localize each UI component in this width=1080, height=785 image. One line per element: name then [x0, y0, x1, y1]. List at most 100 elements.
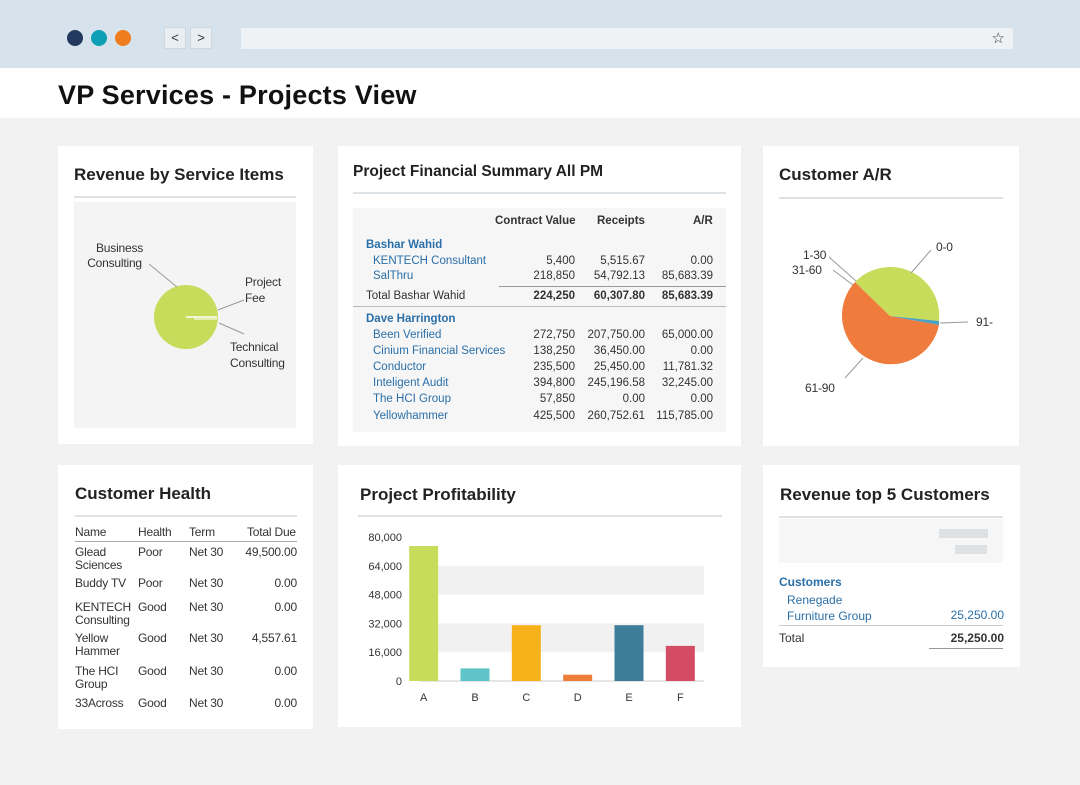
y-tick-label: 16,000 [368, 647, 402, 659]
y-tick-label: 48,000 [368, 590, 402, 602]
leader-line [910, 249, 932, 274]
customers-label[interactable]: Customers [779, 575, 842, 589]
row-name[interactable]: Yellowhammer [373, 410, 448, 422]
header-contract-value: Contract Value [495, 215, 576, 227]
term-value: Net 30 [189, 545, 224, 559]
group-name[interactable]: Dave Harrington [366, 313, 456, 325]
leader-line [218, 322, 245, 335]
label-0-0: 0-0 [936, 240, 953, 254]
customer-name[interactable]: KENTECH Consulting [75, 600, 131, 627]
row-ar: 85,683.39 [661, 270, 713, 282]
header-term: Term [189, 525, 215, 539]
group-name[interactable]: Bashar Wahid [366, 239, 443, 251]
total-label: Total Bashar Wahid [366, 290, 466, 302]
row-contract: 394,800 [533, 377, 575, 389]
customer-name[interactable]: Yellow Hammer [75, 631, 120, 658]
term-value: Net 30 [189, 600, 224, 614]
bar-f[interactable] [665, 645, 695, 681]
row-name[interactable]: KENTECH Consultant [373, 255, 487, 267]
health-value: Poor [138, 576, 163, 590]
header-placeholder [779, 519, 1003, 563]
row-name[interactable]: The HCI Group [373, 393, 451, 405]
row-contract: 272,750 [533, 329, 575, 341]
total-receipts: 60,307.80 [593, 290, 645, 302]
header-ar: A/R [693, 215, 713, 227]
leader-line [148, 263, 178, 288]
financial-summary-card: Project Financial Summary All PM Contrac… [338, 146, 741, 446]
bar-b[interactable] [460, 668, 490, 681]
row-name[interactable]: Been Verified [373, 329, 442, 341]
header-total-due: Total Due [247, 525, 296, 539]
row-name[interactable]: Conductor [373, 361, 427, 373]
row-receipts: 25,450.00 [593, 361, 645, 373]
row-receipts: 207,750.00 [587, 329, 645, 341]
card-title: Customer A/R [779, 165, 892, 184]
customer-name[interactable]: The HCI Group [75, 664, 119, 691]
customer-name[interactable]: 33Across [75, 696, 124, 710]
row-ar: 32,245.00 [661, 377, 713, 389]
total-ar: 85,683.39 [661, 290, 713, 302]
row-ar: 115,785.00 [656, 410, 713, 422]
row-name[interactable]: Inteligent Audit [373, 377, 449, 389]
total-due-value: 0.00 [274, 696, 297, 710]
total-due-value: 0.00 [274, 664, 297, 678]
health-value: Good [138, 664, 167, 678]
service-pie-chart [148, 263, 245, 349]
total-label: Total [779, 631, 805, 645]
row-name[interactable]: Cinium Financial Services [373, 345, 506, 357]
row-name[interactable]: SalThru [373, 270, 414, 282]
health-value: Good [138, 631, 167, 645]
divider [779, 197, 1003, 199]
ar-pie-chart [828, 249, 969, 379]
divider [353, 192, 726, 194]
divider [75, 541, 297, 542]
x-tick-label: D [574, 692, 582, 704]
row-contract: 218,850 [533, 270, 575, 282]
health-value: Poor [138, 545, 163, 559]
bookmark-star-icon[interactable]: ☆ [991, 29, 1005, 47]
pie-slice-0-0[interactable] [855, 267, 940, 321]
window-minimize-dot[interactable] [91, 30, 107, 46]
pie-slice-61-90[interactable] [841, 282, 939, 365]
bar-c[interactable] [511, 625, 541, 681]
bar-e[interactable] [614, 625, 644, 681]
bar-d[interactable] [563, 674, 593, 681]
row-receipts: 0.00 [622, 393, 645, 405]
customer-ar-card: Customer A/R 1-30 31-60 0-0 91- 61-90 [763, 146, 1019, 446]
total-rule [499, 286, 726, 287]
total-due-value: 0.00 [274, 600, 297, 614]
bar-a[interactable] [409, 546, 439, 681]
health-value: Good [138, 600, 167, 614]
row-ar: 0.00 [690, 255, 713, 267]
y-tick-label: 0 [396, 676, 402, 688]
window-close-dot[interactable] [67, 30, 83, 46]
grid-band [420, 623, 704, 653]
row-contract: 235,500 [533, 361, 575, 373]
card-title: Customer Health [75, 484, 212, 503]
pie-slice-91[interactable] [890, 316, 940, 325]
row-receipts: 54,792.13 [593, 270, 645, 282]
placeholder-bar [955, 545, 987, 554]
browser-toolbar: < > ☆ [0, 0, 1080, 68]
row-ar: 11,781.32 [662, 361, 713, 373]
card-title: Project Financial Summary All PM [353, 163, 604, 180]
customer-health-card: Customer Health Name Health Term Total D… [58, 465, 313, 729]
window-maximize-dot[interactable] [115, 30, 131, 46]
label-91: 91- [976, 315, 993, 329]
back-button[interactable]: < [164, 27, 186, 49]
leader-line [832, 269, 854, 286]
row-receipts: 245,196.58 [587, 377, 645, 389]
address-bar[interactable]: ☆ [241, 28, 1013, 49]
project-profitability-card: Project Profitability 80,000 64,000 48,000… [338, 465, 741, 727]
x-tick-label: B [471, 692, 478, 704]
customer-name[interactable]: Glead Sciences [75, 545, 123, 572]
customer-name[interactable]: Buddy TV [75, 576, 126, 590]
customer-name[interactable]: Renegade Furniture Group [787, 593, 872, 623]
row-ar: 0.00 [690, 345, 713, 357]
revenue-top5-card: Revenue top 5 Customers Customers Renega… [763, 465, 1020, 667]
row-contract: 5,400 [546, 255, 575, 267]
forward-button[interactable]: > [190, 27, 212, 49]
total-contract: 224,250 [533, 290, 575, 302]
total-underline [929, 648, 1003, 649]
leader-line [939, 321, 969, 324]
